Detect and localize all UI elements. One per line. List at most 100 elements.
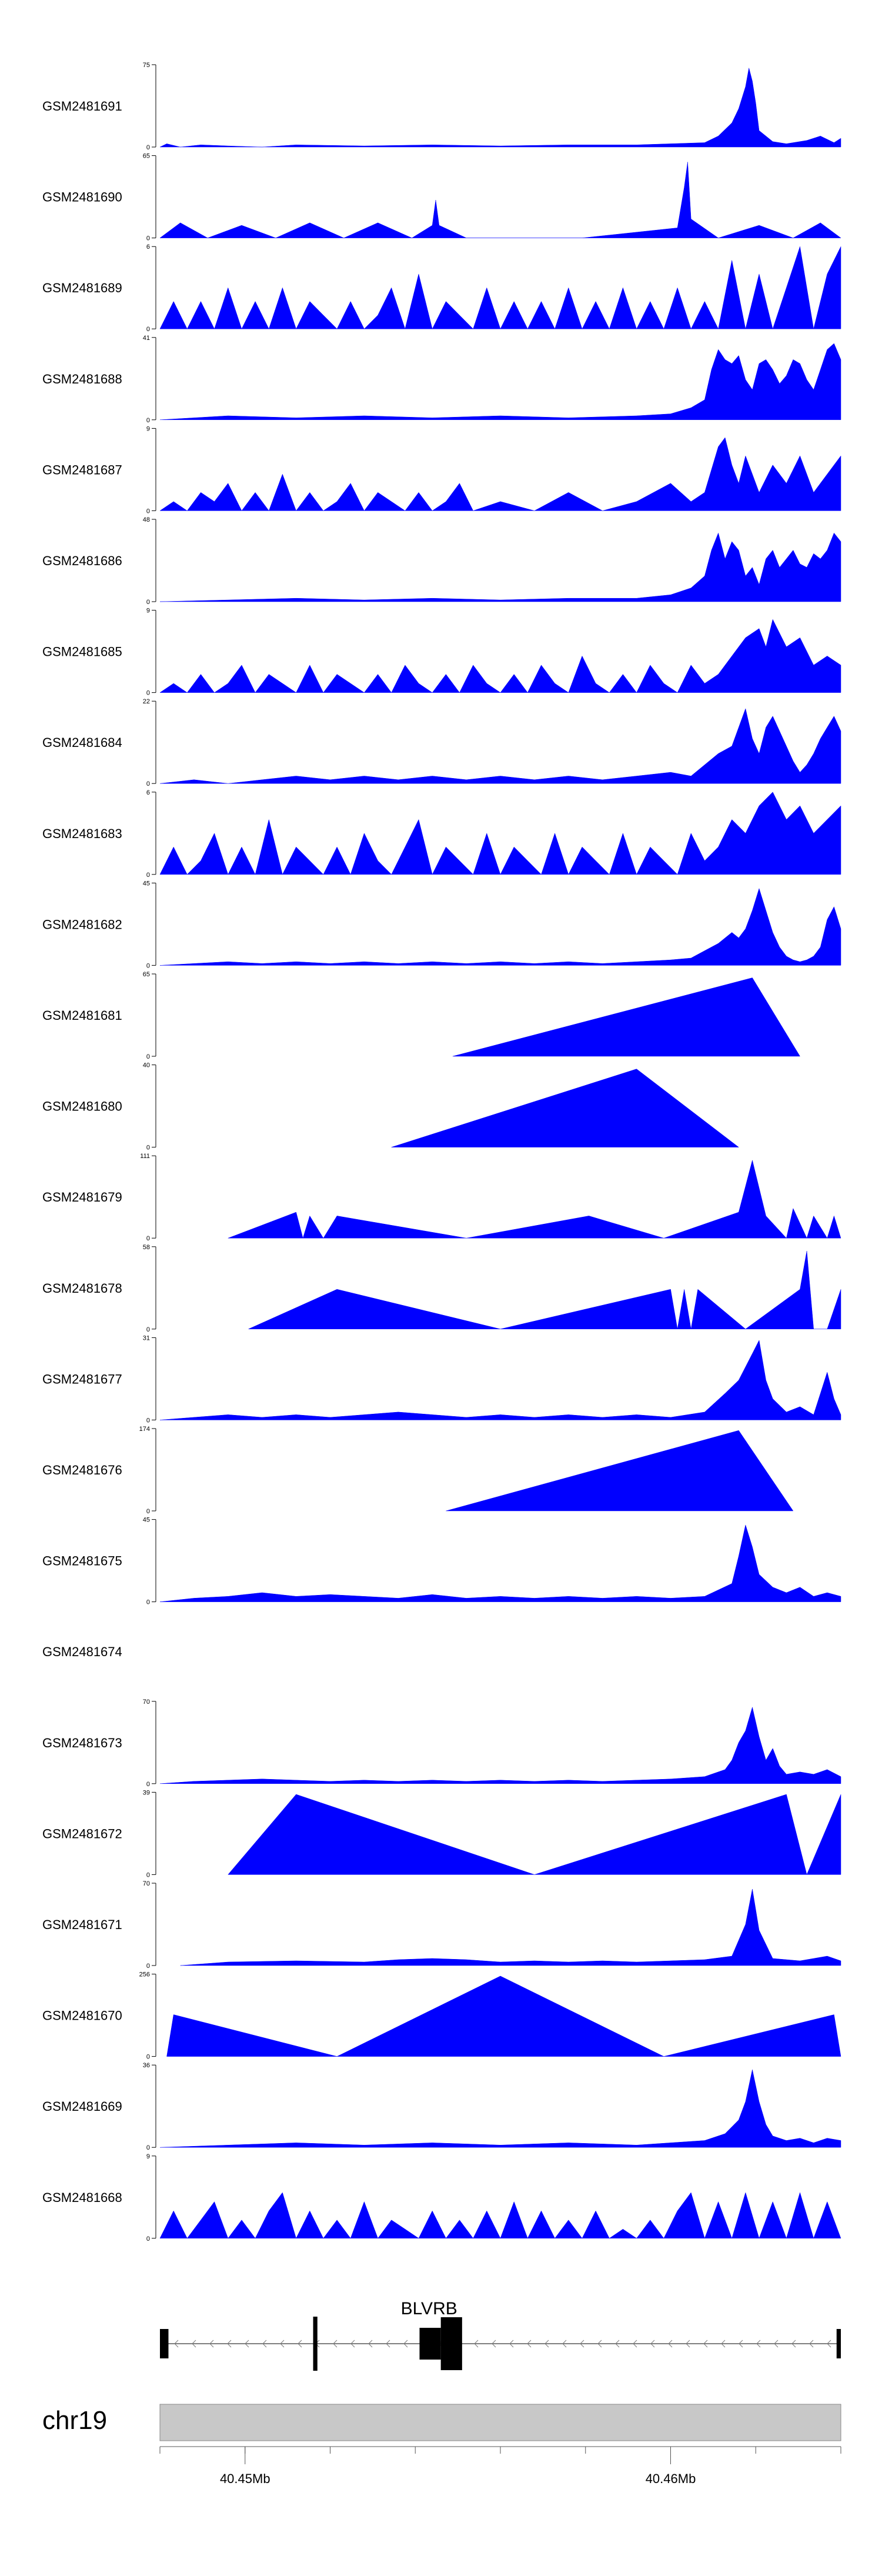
strand-arrow bbox=[298, 2340, 302, 2348]
coverage-area bbox=[159, 343, 841, 421]
track-GSM2481678: GSM2481678 58 0 bbox=[42, 1244, 841, 1333]
track-label: GSM2481677 bbox=[42, 1372, 122, 1386]
track-label: GSM2481681 bbox=[42, 1008, 122, 1023]
track-GSM2481683: GSM2481683 6 0 bbox=[42, 789, 841, 879]
chromosome-band bbox=[159, 2404, 841, 2441]
track-label: GSM2481689 bbox=[42, 281, 122, 295]
strand-arrow bbox=[791, 2340, 796, 2348]
y-tick-label-max: 45 bbox=[143, 1517, 150, 1524]
strand-arrow bbox=[527, 2340, 532, 2348]
track-label: GSM2481680 bbox=[42, 1099, 122, 1114]
track-GSM2481687: GSM2481687 9 0 bbox=[42, 425, 841, 515]
track-GSM2481684: GSM2481684 22 0 bbox=[42, 698, 841, 788]
y-tick-label-min: 0 bbox=[146, 872, 150, 879]
track-GSM2481686: GSM2481686 48 0 bbox=[42, 516, 841, 606]
track-GSM2481679: GSM2481679 111 0 bbox=[42, 1153, 841, 1242]
y-tick-label-min: 0 bbox=[146, 235, 150, 242]
y-tick-label-max: 22 bbox=[143, 698, 150, 705]
strand-arrow bbox=[333, 2340, 338, 2348]
coverage-area bbox=[159, 887, 841, 966]
strand-arrow bbox=[580, 2340, 584, 2348]
y-tick-label-max: 65 bbox=[143, 971, 150, 978]
coverage-area bbox=[159, 1524, 841, 1602]
exon-block bbox=[836, 2329, 841, 2358]
y-tick-label-min: 0 bbox=[146, 2054, 150, 2061]
strand-arrow bbox=[509, 2340, 514, 2348]
y-tick-label-min: 0 bbox=[146, 2144, 150, 2151]
strand-arrow bbox=[474, 2340, 479, 2348]
y-tick-label-max: 48 bbox=[143, 516, 150, 523]
coverage-area bbox=[159, 708, 841, 784]
track-label: GSM2481672 bbox=[42, 1826, 122, 1841]
track-label: GSM2481676 bbox=[42, 1463, 122, 1477]
y-tick-label-min: 0 bbox=[146, 508, 150, 515]
y-tick-label-min: 0 bbox=[146, 1599, 150, 1606]
track-label: GSM2481668 bbox=[42, 2190, 122, 2205]
coverage-area bbox=[166, 1976, 841, 2057]
y-tick-label-max: 39 bbox=[143, 1789, 150, 1796]
coverage-area bbox=[159, 792, 841, 875]
strand-arrow bbox=[756, 2340, 761, 2348]
strand-arrow bbox=[739, 2340, 743, 2348]
strand-arrow bbox=[774, 2340, 779, 2348]
y-tick-label-min: 0 bbox=[146, 417, 150, 424]
track-GSM2481691: GSM2481691 75 0 bbox=[42, 62, 841, 151]
strand-arrow bbox=[633, 2340, 637, 2348]
coverage-area bbox=[248, 1250, 841, 1330]
y-tick-label-min: 0 bbox=[146, 326, 150, 333]
strand-arrow bbox=[174, 2340, 179, 2348]
track-label: GSM2481670 bbox=[42, 2008, 122, 2023]
exon-block bbox=[419, 2328, 441, 2360]
y-tick-label-min: 0 bbox=[146, 690, 150, 697]
y-tick-label-max: 58 bbox=[143, 1244, 150, 1251]
gene-model: BLVRB bbox=[160, 2299, 841, 2371]
y-tick-label-min: 0 bbox=[146, 144, 150, 151]
coverage-tracks: GSM2481691750GSM2481690650GSM248168960GS… bbox=[42, 62, 841, 2243]
y-tick-label-max: 36 bbox=[143, 2062, 150, 2069]
track-GSM2481673: GSM2481673 70 0 bbox=[42, 1699, 841, 1788]
track-GSM2481675: GSM2481675 45 0 bbox=[42, 1517, 841, 1606]
y-tick-label-min: 0 bbox=[146, 780, 150, 788]
y-tick-label-max: 75 bbox=[143, 62, 150, 69]
x-tick-label: 40.46Mb bbox=[646, 2471, 696, 2486]
y-tick-label-max: 9 bbox=[146, 425, 150, 432]
track-label: GSM2481679 bbox=[42, 1190, 122, 1204]
y-tick-label-min: 0 bbox=[146, 1053, 150, 1060]
coverage-area bbox=[159, 246, 841, 330]
coverage-area bbox=[452, 977, 800, 1057]
track-GSM2481690: GSM2481690 65 0 bbox=[42, 153, 841, 242]
y-tick-label-min: 0 bbox=[146, 599, 150, 606]
y-tick-label-max: 31 bbox=[143, 1334, 150, 1342]
strand-arrow bbox=[615, 2340, 620, 2348]
track-label: GSM2481678 bbox=[42, 1281, 122, 1296]
y-tick-label-min: 0 bbox=[146, 1781, 150, 1788]
track-label: GSM2481674 bbox=[42, 1644, 122, 1659]
track-GSM2481670: GSM2481670 256 0 bbox=[42, 1971, 841, 2061]
coverage-area bbox=[159, 1340, 841, 1420]
track-label: GSM2481691 bbox=[42, 99, 122, 114]
track-GSM2481668: GSM2481668 9 0 bbox=[42, 2153, 841, 2243]
strand-arrow bbox=[403, 2340, 408, 2348]
strand-arrow bbox=[280, 2340, 285, 2348]
y-tick-label-max: 9 bbox=[146, 2153, 150, 2160]
y-tick-label-max: 9 bbox=[146, 608, 150, 615]
strand-arrow bbox=[262, 2340, 267, 2348]
track-label: GSM2481684 bbox=[42, 735, 122, 750]
y-tick-label-max: 40 bbox=[143, 1062, 150, 1069]
coverage-area bbox=[159, 1706, 841, 1784]
strand-arrow bbox=[827, 2340, 831, 2348]
strand-arrow bbox=[192, 2340, 196, 2348]
track-label: GSM2481685 bbox=[42, 645, 122, 659]
track-GSM2481676: GSM2481676 174 0 bbox=[42, 1426, 794, 1515]
strand-arrow bbox=[544, 2340, 549, 2348]
coverage-area bbox=[159, 437, 841, 511]
y-tick-label-max: 6 bbox=[146, 243, 150, 251]
coverage-area bbox=[180, 1888, 841, 1966]
track-label: GSM2481687 bbox=[42, 462, 122, 477]
strand-arrow bbox=[668, 2340, 673, 2348]
strand-arrow bbox=[597, 2340, 602, 2348]
strand-arrow bbox=[209, 2340, 214, 2348]
coverage-area bbox=[159, 619, 841, 693]
y-tick-label-max: 65 bbox=[143, 153, 150, 160]
track-label: GSM2481690 bbox=[42, 190, 122, 205]
